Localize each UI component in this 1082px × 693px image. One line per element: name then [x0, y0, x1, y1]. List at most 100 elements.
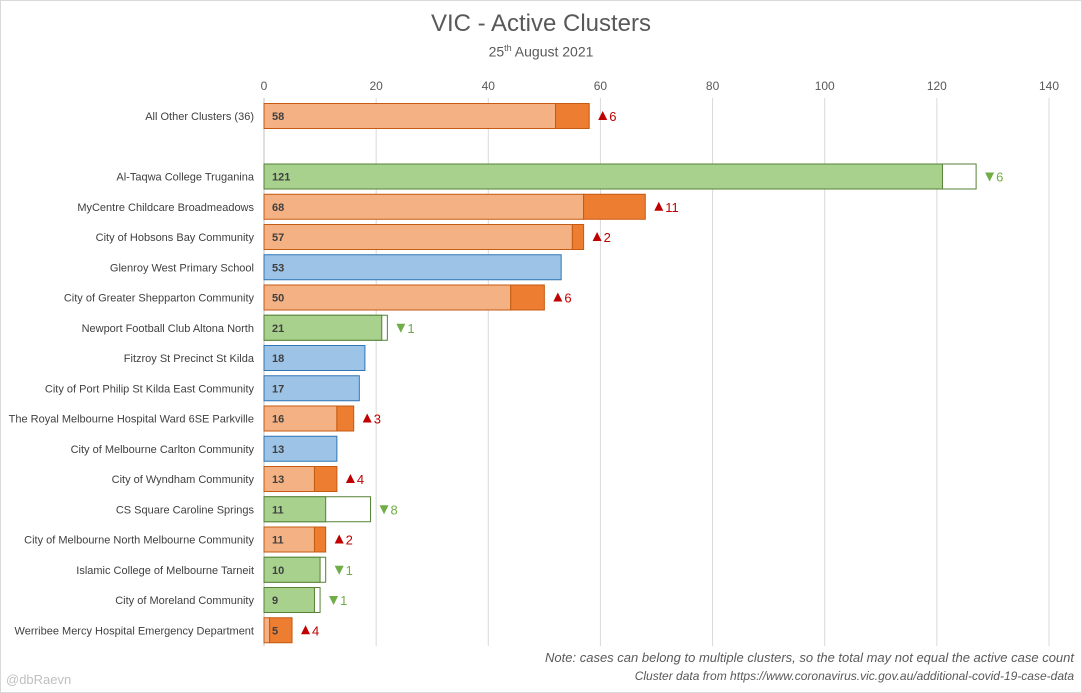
- change-label: 3: [374, 412, 381, 427]
- value-label: 13: [272, 444, 284, 456]
- category-label: City of Melbourne North Melbourne Commun…: [24, 535, 254, 547]
- value-label: 11: [272, 504, 284, 516]
- change-up-icon: [362, 413, 372, 423]
- bar-previous: [263, 224, 573, 250]
- value-label: 121: [272, 172, 290, 184]
- change-label: 2: [346, 533, 353, 548]
- value-label: 57: [272, 232, 284, 244]
- change-label: 6: [609, 109, 616, 124]
- bar-increase: [555, 103, 590, 129]
- bar-current: [263, 587, 315, 613]
- category-label: Newport Football Club Altona North: [82, 323, 254, 335]
- bar-previous: [263, 193, 585, 220]
- bar-previous: [263, 617, 271, 644]
- category-label: City of Wyndham Community: [112, 474, 255, 486]
- bar-previous: [263, 284, 512, 311]
- category-label: CS Square Caroline Springs: [116, 504, 255, 516]
- x-tick-label: 20: [369, 79, 383, 93]
- subtitle-day: 25: [488, 43, 505, 60]
- x-tick-label: 0: [261, 79, 268, 93]
- bar-current: [263, 163, 943, 190]
- category-label: Fitzroy St Precinct St Kilda: [124, 353, 255, 365]
- change-up-icon: [334, 534, 344, 544]
- change-label: 1: [407, 321, 414, 336]
- bar-current: [263, 314, 383, 341]
- category-label: MyCentre Childcare Broadmeadows: [77, 202, 254, 214]
- value-label: 16: [272, 414, 284, 426]
- bar-increase: [583, 193, 646, 220]
- value-label: 58: [272, 111, 284, 123]
- subtitle-day-suffix: th: [504, 43, 512, 53]
- bar-increase: [571, 224, 585, 250]
- category-label: City of Melbourne Carlton Community: [71, 444, 255, 456]
- bar-previous: [263, 466, 315, 492]
- category-label: City of Hobsons Bay Community: [96, 232, 255, 244]
- category-label: The Royal Melbourne Hospital Ward 6SE Pa…: [9, 414, 254, 426]
- chart-title: VIC - Active Clusters: [430, 10, 652, 37]
- change-label: 4: [312, 623, 319, 638]
- value-label: 18: [272, 353, 284, 365]
- value-label: 17: [272, 383, 284, 395]
- value-label: 13: [272, 474, 284, 486]
- bar-current: [263, 375, 360, 402]
- change-up-icon: [301, 625, 311, 635]
- category-label: City of Moreland Community: [115, 595, 254, 607]
- bar-previous: [263, 103, 557, 129]
- change-up-icon: [654, 201, 664, 211]
- bar-previous: [263, 405, 338, 432]
- x-tick-label: 80: [706, 79, 720, 93]
- bar-increase: [313, 526, 327, 553]
- change-label: 4: [357, 472, 364, 487]
- change-up-icon: [598, 111, 608, 120]
- change-down-icon: [985, 172, 995, 182]
- category-label: Werribee Mercy Hospital Emergency Depart…: [15, 625, 254, 637]
- category-label: Al-Taqwa College Truganina: [116, 172, 254, 184]
- change-up-icon: [553, 292, 563, 302]
- change-label: 11: [665, 200, 679, 215]
- subtitle-month-year: August 2021: [511, 43, 594, 60]
- bar-increase: [269, 617, 293, 644]
- x-tick-label: 100: [815, 79, 835, 93]
- category-label: City of Port Philip St Kilda East Commun…: [45, 383, 255, 395]
- change-label: 8: [391, 502, 398, 517]
- change-label: 1: [346, 563, 353, 578]
- x-tick-label: 40: [482, 79, 496, 93]
- change-label: 2: [604, 230, 611, 245]
- x-tick-label: 120: [927, 79, 947, 93]
- change-up-icon: [592, 232, 602, 241]
- change-label: 6: [564, 291, 571, 306]
- change-down-icon: [334, 565, 344, 575]
- category-label: City of Greater Shepparton Community: [64, 293, 255, 305]
- change-down-icon: [329, 596, 339, 605]
- value-label: 53: [272, 262, 284, 274]
- bar-current: [263, 435, 338, 462]
- value-label: 11: [272, 535, 284, 547]
- value-label: 68: [272, 202, 284, 214]
- value-label: 10: [272, 565, 284, 577]
- value-label: 5: [272, 625, 278, 637]
- bar-increase: [336, 405, 355, 432]
- bar-current: [263, 556, 321, 583]
- bar-current: [263, 496, 327, 523]
- change-label: 6: [996, 170, 1003, 185]
- bar-current: [263, 345, 366, 371]
- value-label: 9: [272, 595, 278, 607]
- x-tick-label: 140: [1039, 79, 1059, 93]
- chart-note: Note: cases can belong to multiple clust…: [545, 650, 1074, 665]
- bar-current: [263, 254, 562, 281]
- author-credit: @dbRaevn: [6, 672, 72, 687]
- chart-subtitle: 25th August 2021: [0, 43, 1082, 60]
- bar-increase: [313, 466, 338, 492]
- change-down-icon: [396, 323, 406, 333]
- change-down-icon: [379, 505, 389, 515]
- category-label: All Other Clusters (36): [145, 111, 254, 123]
- category-label: Glenroy West Primary School: [110, 262, 254, 274]
- value-label: 50: [272, 293, 284, 305]
- change-label: 1: [340, 593, 347, 608]
- bar-increase: [510, 284, 545, 311]
- category-label: Islamic College of Melbourne Tarneit: [76, 565, 254, 577]
- data-source: Cluster data from https://www.coronaviru…: [634, 669, 1074, 683]
- change-up-icon: [345, 474, 355, 483]
- x-tick-label: 60: [594, 79, 608, 93]
